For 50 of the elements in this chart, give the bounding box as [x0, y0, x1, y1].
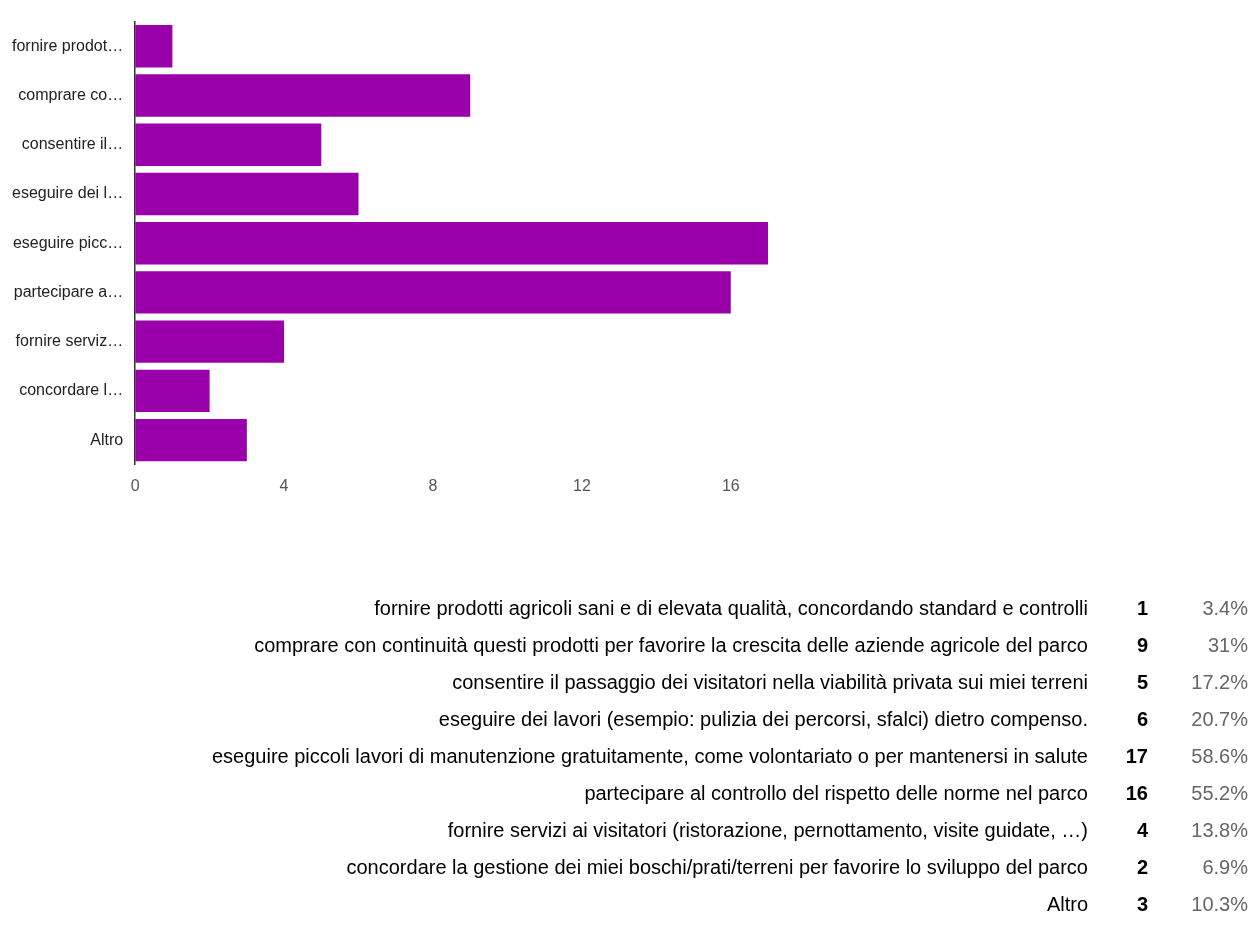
text: 13.8%	[1190, 819, 1248, 842]
text: 58.6%	[1190, 745, 1248, 768]
text: Altro	[1045, 893, 1088, 916]
text: 3	[1135, 893, 1148, 916]
text: 3.4%	[1201, 597, 1248, 620]
y-tick-label: eseguire dei l…	[12, 184, 124, 202]
bar	[135, 271, 731, 314]
text: concordare la gestione dei miei boschi/prati/terreni per favorire lo sviluppo del parco	[345, 856, 1088, 879]
y-tick-label: concordare l…	[19, 381, 124, 399]
text: partecipare al controllo del rispetto delle norme nel parco	[583, 782, 1088, 805]
text: 5	[1135, 671, 1148, 694]
bar	[135, 172, 359, 216]
text: 6	[1135, 708, 1148, 731]
y-tick-label: Altro	[90, 430, 124, 448]
x-tick-label: 0	[130, 476, 140, 494]
bar	[135, 74, 471, 117]
bar	[135, 419, 247, 462]
text: 20.7%	[1190, 708, 1248, 731]
y-tick-label: fornire prodot…	[12, 36, 124, 54]
text: 4	[1135, 819, 1148, 842]
text: 31%	[1206, 634, 1248, 657]
y-tick-label: partecipare a…	[13, 282, 124, 300]
text: consentire il passaggio dei visitatori nella viabilità privata sui miei terreni	[451, 671, 1088, 694]
text: eseguire piccoli lavori di manutenzione gratuitamente, come volontariato o per mantenersi in salute	[210, 745, 1088, 768]
bar	[135, 222, 768, 265]
text: 16	[1124, 782, 1148, 805]
text: comprare con continuità questi prodotti per favorire la crescita delle aziende agricole del parco	[253, 634, 1088, 657]
y-tick-label: fornire serviz…	[15, 332, 124, 350]
text: 55.2%	[1190, 782, 1248, 805]
y-tick-label: comprare co…	[18, 85, 124, 103]
x-tick-label: 12	[572, 476, 591, 494]
text: 9	[1135, 634, 1148, 657]
text: 17	[1124, 745, 1148, 768]
text: 1	[1135, 597, 1148, 620]
bar	[135, 369, 210, 413]
y-tick-label: consentire il…	[21, 135, 124, 153]
text: eseguire dei lavori (esempio: pulizia dei percorsi, sfalci) dietro compenso.	[437, 708, 1088, 731]
text: fornire prodotti agricoli sani e di elevata qualità, concordando standard e controlli	[373, 597, 1088, 620]
text: fornire servizi ai visitatori (ristorazione, pernottamento, visite guidate, …)	[446, 819, 1088, 842]
bar	[135, 123, 322, 166]
text: 10.3%	[1190, 893, 1248, 916]
y-tick-label: eseguire picc…	[12, 233, 124, 251]
text: 17.2%	[1190, 671, 1248, 694]
text: 2	[1135, 856, 1148, 879]
x-tick-label: 4	[279, 476, 289, 494]
bar	[135, 320, 285, 363]
bar	[135, 25, 173, 68]
text: 6.9%	[1201, 856, 1248, 879]
x-tick-label: 16	[721, 476, 740, 494]
x-tick-label: 8	[428, 476, 438, 494]
